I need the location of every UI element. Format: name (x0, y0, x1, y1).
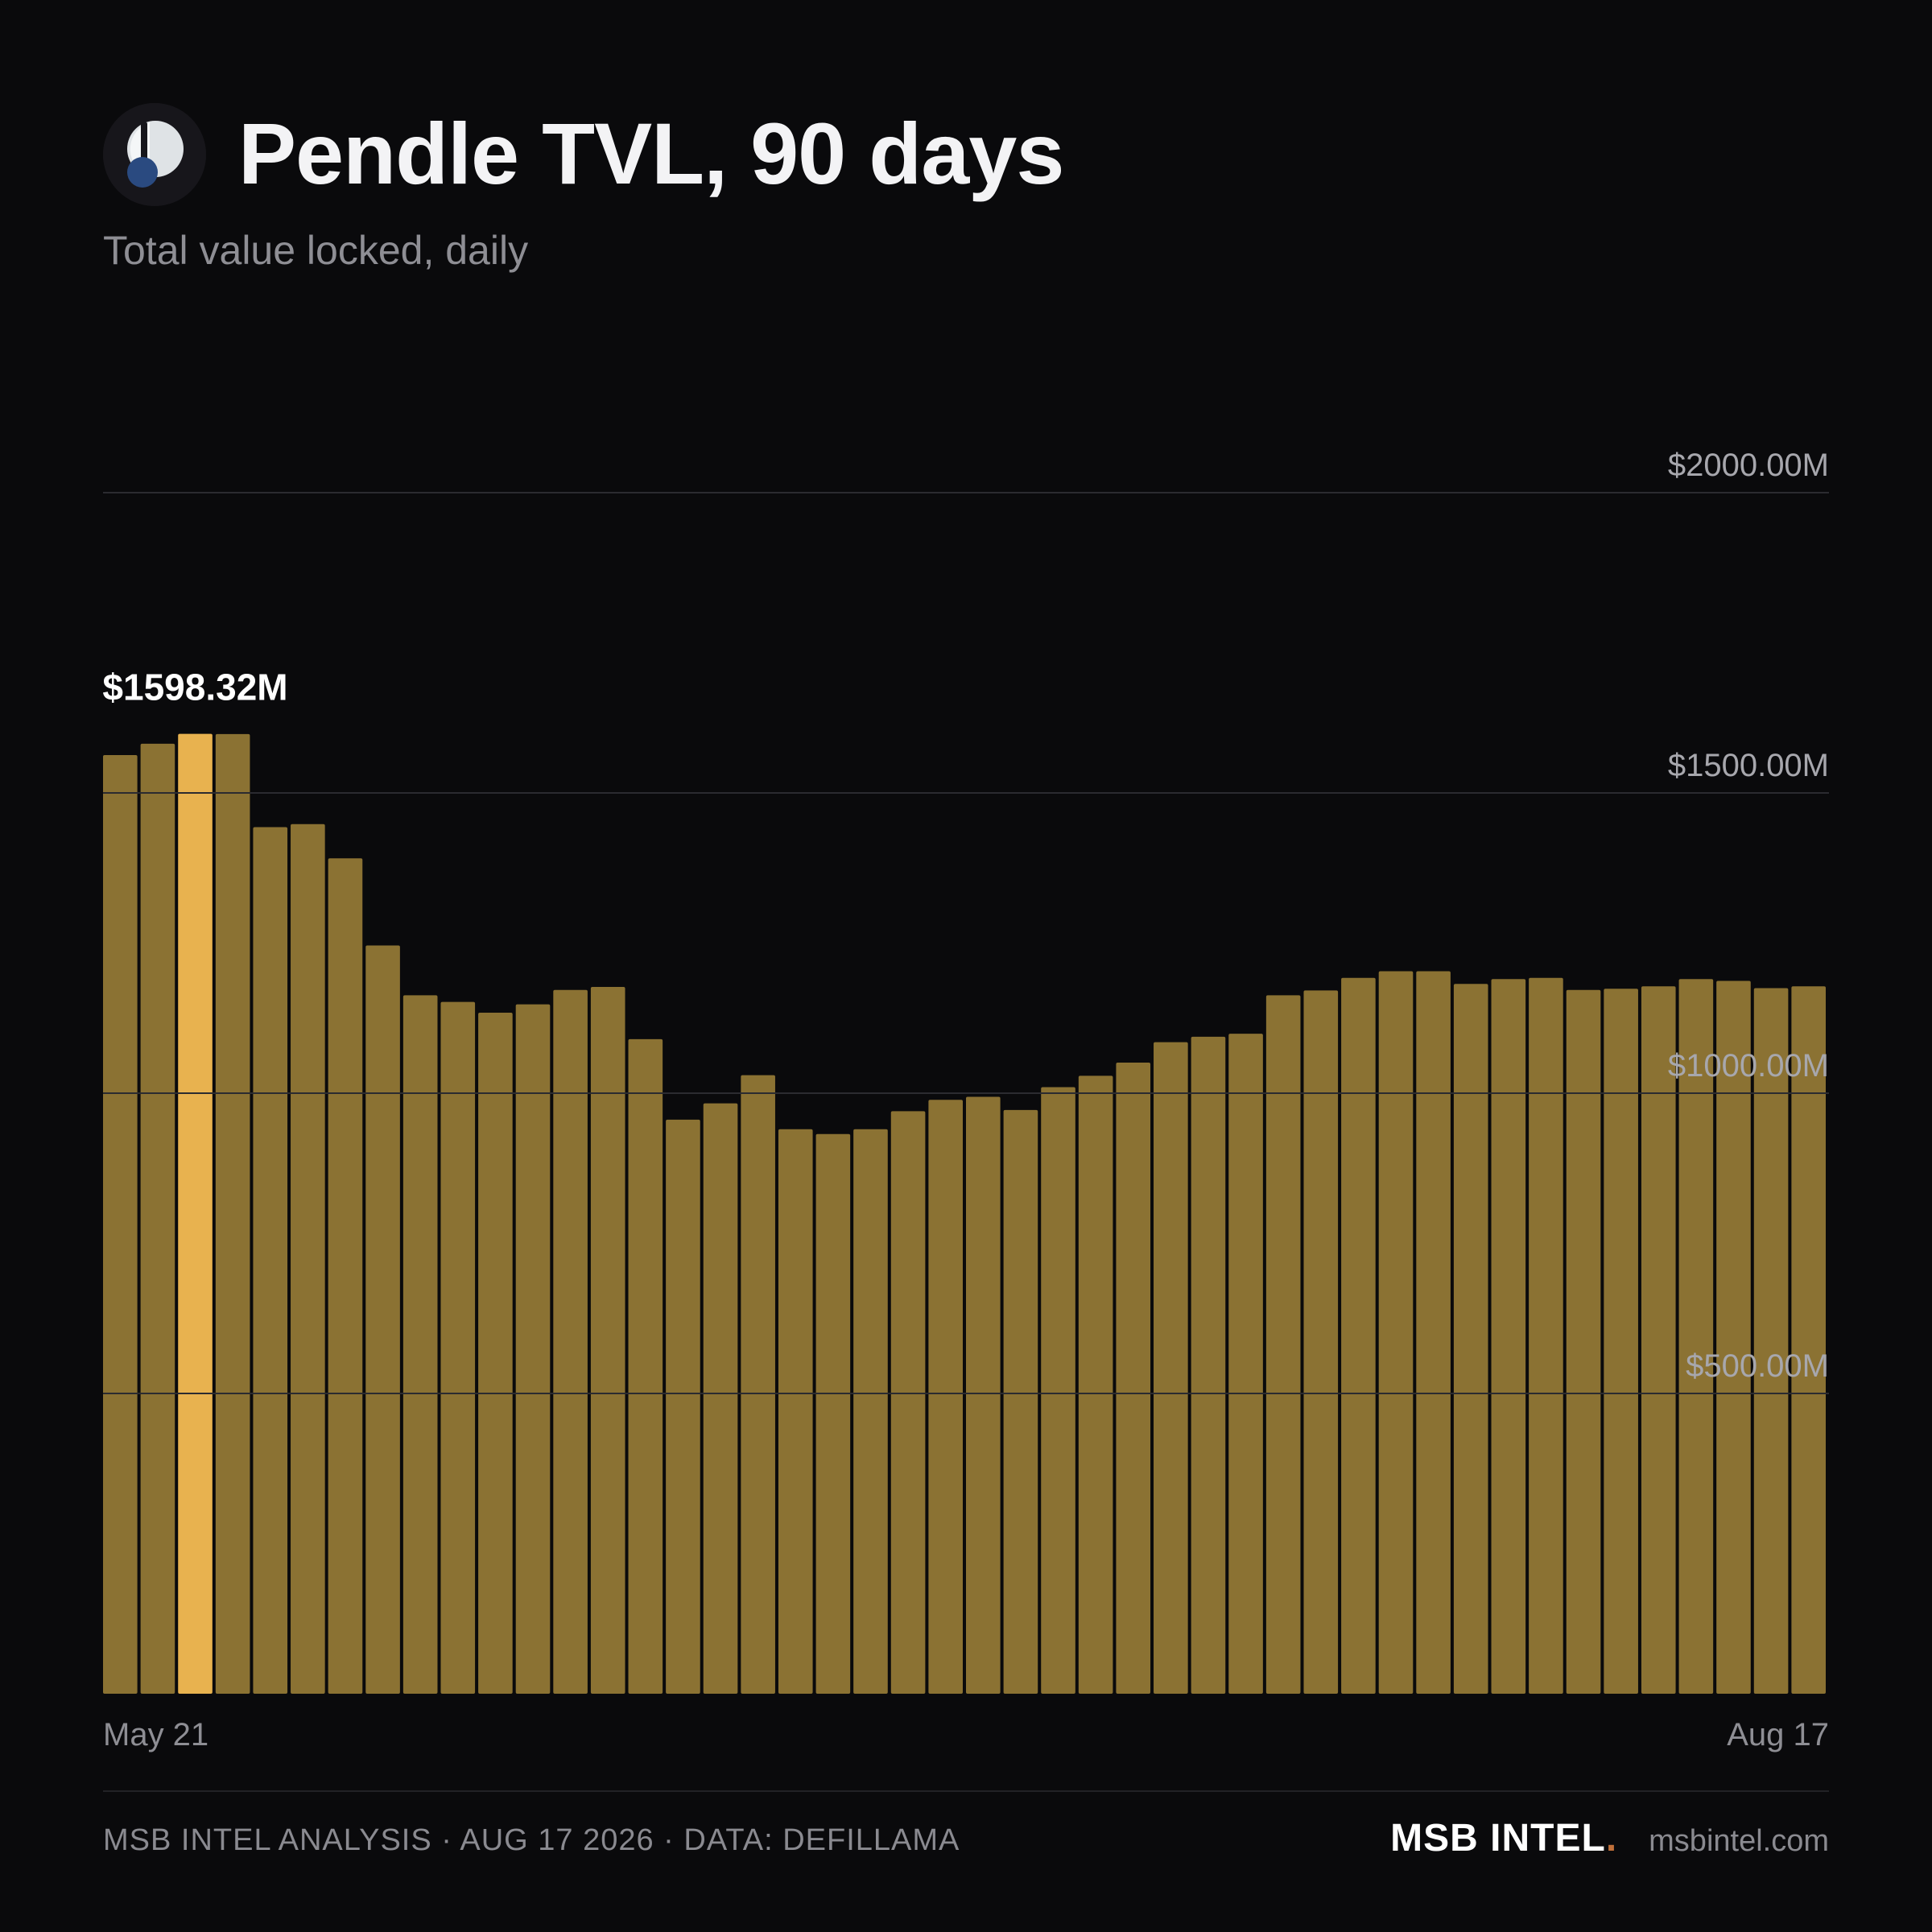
y-tick-label: $1000.00M (1668, 1048, 1829, 1084)
bar (1678, 979, 1714, 1694)
footer-brand: MSB INTEL. msbintel.com (1390, 1816, 1829, 1860)
bar (1566, 989, 1601, 1694)
bar (890, 1111, 926, 1694)
bar (853, 1129, 888, 1694)
bar (1003, 1109, 1038, 1694)
bar (590, 986, 625, 1694)
bar (703, 1103, 738, 1694)
bar (553, 989, 588, 1694)
chart-title: Pendle TVL, 90 days (238, 105, 1064, 202)
bar (928, 1100, 963, 1694)
pendle-logo-glyph (103, 103, 206, 206)
bar (741, 1075, 775, 1694)
bar (1303, 990, 1339, 1694)
highlight-value-label: $1598.32M (102, 667, 287, 708)
bar (253, 827, 288, 1694)
bar (440, 1001, 476, 1694)
y-tick-label: $500.00M (1686, 1348, 1829, 1384)
bar (478, 1013, 513, 1694)
bar (103, 755, 138, 1694)
bar (1491, 979, 1526, 1694)
bar (1041, 1087, 1075, 1694)
brand-name: MSB INTEL (1390, 1817, 1606, 1860)
x-end-label: Aug 17 (1727, 1717, 1829, 1752)
bar (1453, 984, 1488, 1694)
bar (1265, 995, 1301, 1694)
bar (1641, 986, 1676, 1694)
bar (1791, 986, 1826, 1694)
bar (1753, 988, 1789, 1694)
bar (815, 1133, 851, 1694)
bar (1078, 1075, 1113, 1694)
bar (1416, 971, 1451, 1694)
bar (778, 1129, 813, 1694)
bar (1341, 977, 1376, 1694)
bar (1529, 977, 1563, 1694)
brand-dot: . (1605, 1817, 1617, 1860)
bar (1116, 1062, 1151, 1694)
bar (1154, 1042, 1188, 1694)
bar (515, 1004, 551, 1694)
y-tick-label: $2000.00M (1668, 448, 1829, 483)
bar (1716, 980, 1751, 1694)
bar (1191, 1036, 1226, 1694)
chart-subtitle: Total value locked, daily (103, 228, 529, 273)
footer-divider (103, 1790, 1829, 1792)
bar (966, 1096, 1001, 1694)
bar (1378, 971, 1414, 1694)
bar-highlight (178, 733, 213, 1694)
x-start-label: May 21 (103, 1717, 208, 1752)
footer-credit: MSB INTEL ANALYSIS · AUG 17 2026 · DATA:… (103, 1823, 960, 1857)
bar (328, 858, 363, 1694)
bar (365, 945, 400, 1694)
bar (215, 733, 250, 1694)
bar (1604, 989, 1638, 1694)
bar (402, 995, 438, 1694)
bar (291, 824, 325, 1694)
bar (628, 1038, 663, 1694)
pendle-logo-icon (103, 103, 206, 206)
bar (1228, 1034, 1263, 1694)
brand-website: msbintel.com (1649, 1824, 1829, 1858)
y-tick-label: $1500.00M (1668, 748, 1829, 783)
bar (140, 743, 175, 1694)
bar (666, 1119, 700, 1694)
